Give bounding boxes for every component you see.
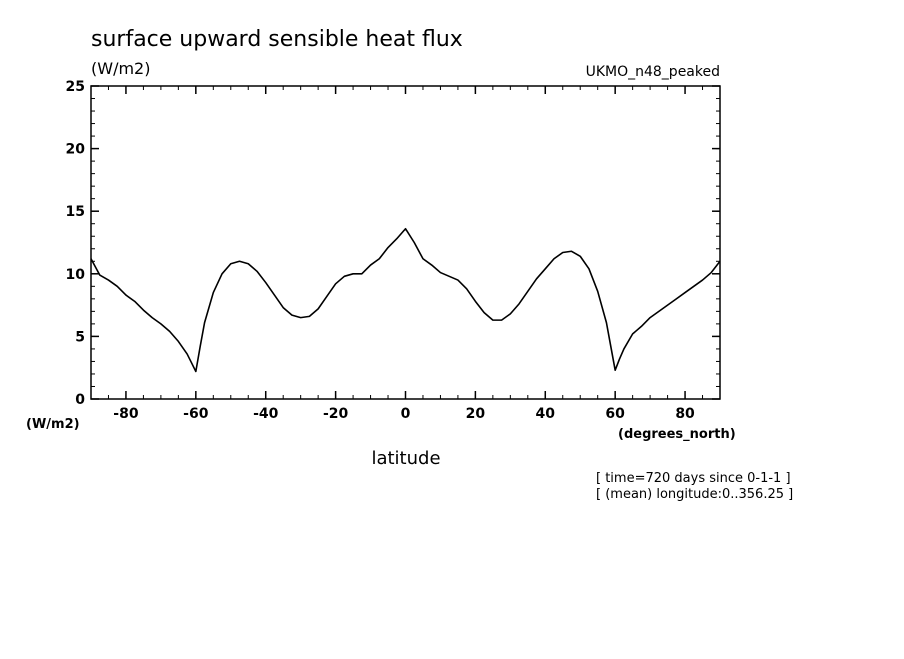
y-unit-label: (W/m2) bbox=[26, 417, 80, 432]
x-tick-label: -40 bbox=[253, 406, 279, 422]
y-tick-label: 15 bbox=[66, 204, 85, 220]
x-tick-label: -60 bbox=[183, 406, 209, 422]
x-axis-title: latitude bbox=[371, 448, 440, 469]
time-info: [ time=720 days since 0-1-1 ] bbox=[596, 471, 791, 486]
x-tick-label: 20 bbox=[466, 406, 486, 422]
y-tick-label: 25 bbox=[66, 79, 85, 95]
y-axis: 0 5 10 15 20 25 bbox=[66, 79, 720, 408]
x-tick-label: 0 bbox=[401, 406, 411, 422]
longitude-info: [ (mean) longitude:0..356.25 ] bbox=[596, 487, 793, 502]
units-label: (W/m2) bbox=[91, 59, 150, 78]
series-line bbox=[90, 227, 721, 373]
x-tick-label: 40 bbox=[536, 406, 556, 422]
y-tick-label: 20 bbox=[66, 142, 86, 158]
y-tick-label: 5 bbox=[75, 329, 85, 345]
chart-title: surface upward sensible heat flux bbox=[91, 27, 463, 52]
x-unit-label: (degrees_north) bbox=[618, 427, 736, 442]
x-tick-label: 60 bbox=[605, 406, 625, 422]
y-tick-label: 10 bbox=[66, 267, 86, 283]
x-tick-label: 80 bbox=[675, 406, 695, 422]
x-tick-label: -80 bbox=[113, 406, 139, 422]
y-tick-label: 0 bbox=[75, 392, 85, 408]
x-axis: -80 -60 -40 -20 0 20 40 60 80 bbox=[90, 86, 721, 422]
x-tick-label: -20 bbox=[323, 406, 349, 422]
model-label: UKMO_n48_peaked bbox=[586, 64, 720, 80]
